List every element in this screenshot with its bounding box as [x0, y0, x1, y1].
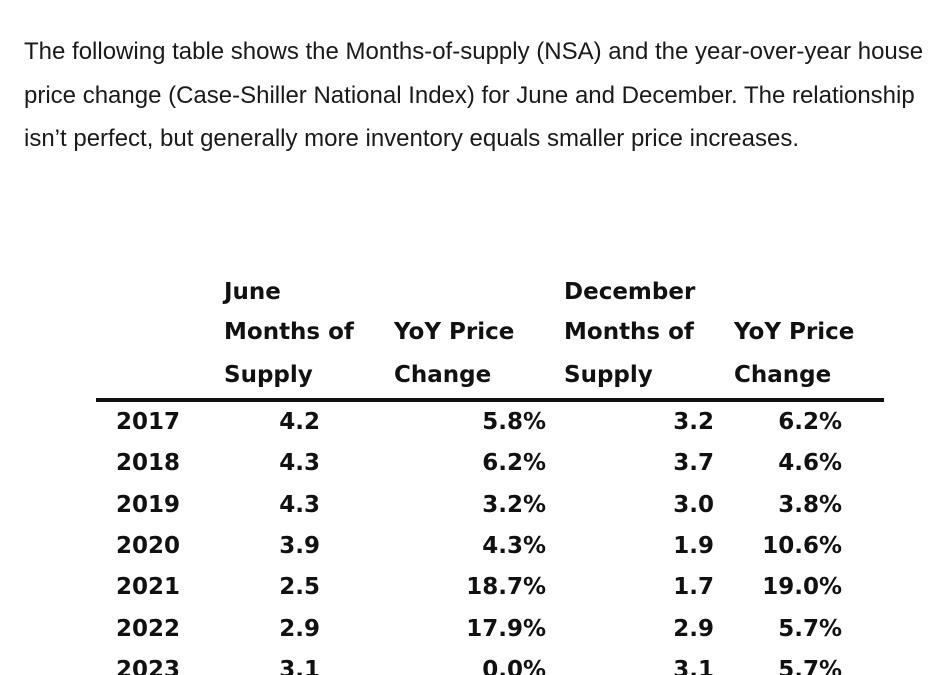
table-row: 2022 2.9 17.9% 2.9 5.7% [96, 608, 884, 649]
header-empty [718, 274, 884, 312]
june-months-cell: 3.1 [279, 656, 320, 675]
year-cell: 2020 [116, 533, 181, 560]
header-year-empty [96, 312, 208, 355]
intro-paragraph: The following table shows the Months-of-… [24, 38, 924, 152]
dec-months-cell: 1.9 [673, 533, 714, 560]
dec-price-cell: 10.6% [762, 533, 842, 560]
june-months-cell: 2.5 [279, 574, 320, 601]
year-cell: 2019 [116, 491, 181, 518]
header-empty [378, 274, 548, 312]
dec-price-cell: 4.6% [778, 450, 842, 477]
header-row-1: Months of YoY Price Months of YoY Price [96, 312, 884, 355]
dec-months-cell: 3.1 [673, 656, 714, 675]
table-row: 2017 4.2 5.8% 3.2 6.2% [96, 400, 884, 443]
dec-price-cell: 5.7% [778, 656, 842, 675]
table-row: 2020 3.9 4.3% 1.9 10.6% [96, 526, 884, 567]
table-row: 2023 3.1 0.0% 3.1 5.7% [96, 650, 884, 675]
year-cell: 2023 [116, 656, 181, 675]
header-june-months-line2: Supply [208, 355, 378, 402]
header-june-price-line2: Change [378, 355, 548, 402]
supply-price-table-container: June December Months of YoY Price Months… [96, 274, 884, 675]
june-price-cell: 5.8% [482, 409, 546, 436]
june-price-cell: 17.9% [466, 615, 546, 642]
year-cell: 2017 [116, 409, 181, 436]
header-group-row: June December [96, 274, 884, 312]
table-header: June December Months of YoY Price Months… [96, 274, 884, 402]
june-price-cell: 3.2% [482, 491, 546, 518]
table-row: 2021 2.5 18.7% 1.7 19.0% [96, 567, 884, 608]
header-dec-months-line1: Months of [564, 319, 694, 345]
june-months-cell: 4.2 [279, 409, 320, 436]
year-cell: 2018 [116, 450, 181, 477]
june-months-cell: 3.9 [279, 533, 320, 560]
table-row: 2018 4.3 6.2% 3.7 4.6% [96, 443, 884, 484]
dec-price-cell: 5.7% [778, 615, 842, 642]
dec-price-cell: 19.0% [762, 574, 842, 601]
dec-months-cell: 1.7 [673, 574, 714, 601]
june-price-cell: 0.0% [482, 656, 546, 675]
june-price-cell: 4.3% [482, 533, 546, 560]
header-june-price-line1: YoY Price [394, 319, 515, 345]
dec-months-cell: 3.7 [673, 450, 714, 477]
table-row: 2019 4.3 3.2% 3.0 3.8% [96, 485, 884, 526]
dec-months-cell: 3.2 [673, 409, 714, 436]
table-body: 2017 4.2 5.8% 3.2 6.2% 2018 4.3 6.2% 3.7… [96, 400, 884, 675]
header-june-months-line1: Months of [224, 319, 354, 345]
header-year-empty [96, 274, 208, 312]
header-row-2: Supply Change Supply Change [96, 355, 884, 402]
dec-months-cell: 2.9 [673, 615, 714, 642]
june-months-cell: 2.9 [279, 615, 320, 642]
supply-price-table: June December Months of YoY Price Months… [96, 274, 884, 675]
header-december: December [564, 279, 696, 305]
june-months-cell: 4.3 [279, 450, 320, 477]
june-price-cell: 6.2% [482, 450, 546, 477]
header-dec-price-line2: Change [718, 355, 884, 402]
header-dec-price-line1: YoY Price [734, 319, 855, 345]
june-months-cell: 4.3 [279, 491, 320, 518]
dec-price-cell: 6.2% [778, 409, 842, 436]
june-price-cell: 18.7% [466, 574, 546, 601]
year-cell: 2022 [116, 615, 181, 642]
header-june: June [224, 279, 281, 305]
dec-price-cell: 3.8% [778, 491, 842, 518]
header-dec-months-line2: Supply [548, 355, 718, 402]
year-cell: 2021 [116, 574, 181, 601]
header-year-empty [96, 355, 208, 402]
dec-months-cell: 3.0 [673, 491, 714, 518]
